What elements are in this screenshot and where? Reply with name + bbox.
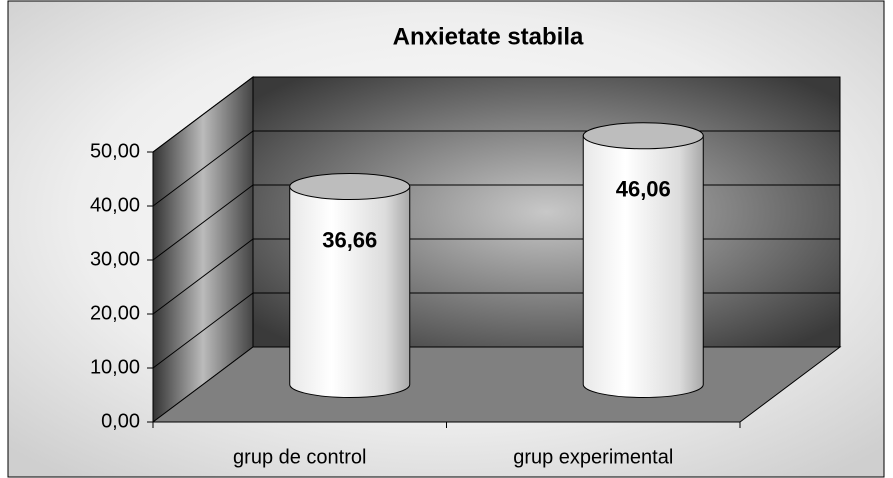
y-tick-label: 40,00 — [90, 194, 140, 216]
grid-line — [152, 76, 254, 153]
grid-line — [152, 238, 254, 315]
bar-top — [582, 122, 704, 150]
chart-title: Anxietate stabila — [393, 23, 584, 50]
x-tick-label: grup de control — [233, 446, 366, 468]
y-tick-label: 20,00 — [90, 302, 140, 324]
y-tick-label: 50,00 — [90, 140, 140, 162]
y-tick-label: 10,00 — [90, 356, 140, 378]
bar — [289, 186, 411, 398]
bar — [582, 135, 704, 398]
x-tick-label: grup experimental — [513, 446, 673, 468]
grid-line — [152, 292, 254, 369]
value-label: 36,66 — [322, 227, 377, 252]
y-tick-label: 0,00 — [101, 410, 140, 432]
floor — [151, 346, 842, 423]
grid-line — [152, 184, 254, 261]
bar-top — [289, 173, 411, 201]
grid-line — [152, 130, 254, 207]
value-label: 46,06 — [616, 177, 671, 202]
y-tick-label: 30,00 — [90, 248, 140, 270]
